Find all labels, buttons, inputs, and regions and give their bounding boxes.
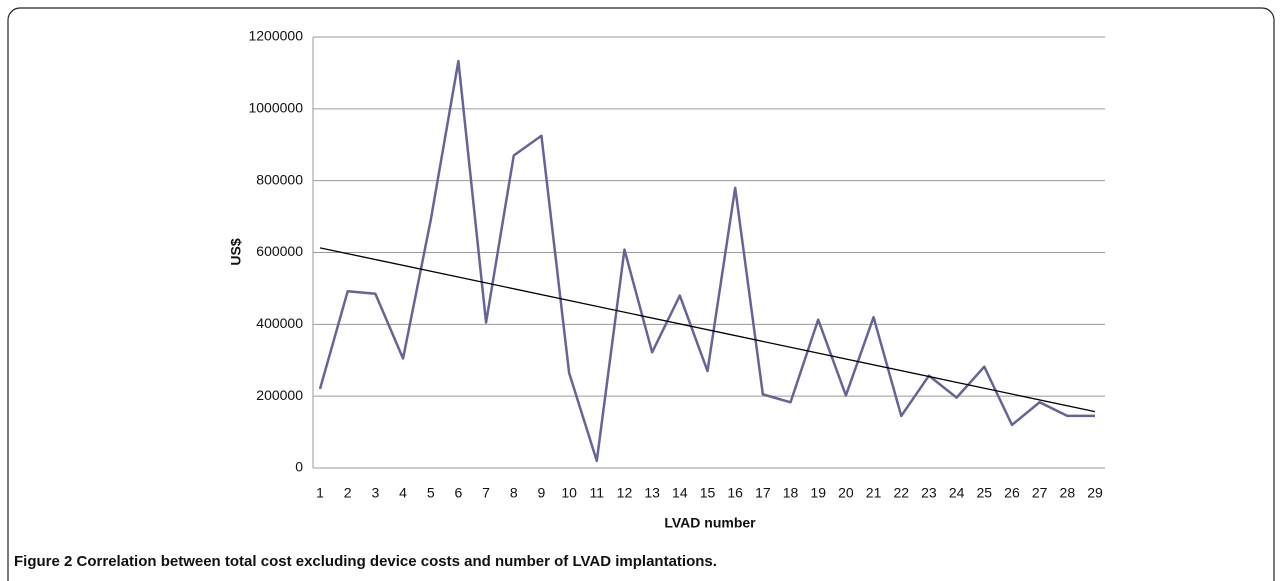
x-tick-label: 25 [976,485,992,501]
y-tick-label: 200000 [256,387,303,403]
x-tick-label: 6 [454,485,462,501]
x-tick-label: 7 [482,485,490,501]
x-tick-label: 8 [510,485,518,501]
y-tick-label: 1000000 [248,100,303,116]
y-tick-label: 600000 [256,243,303,259]
x-tick-label: 27 [1032,485,1048,501]
y-tick-label: 1200000 [248,28,303,44]
figure-frame [7,7,1275,581]
x-tick-label: 29 [1087,485,1103,501]
x-tick-label: 5 [427,485,435,501]
x-tick-label: 17 [755,485,771,501]
x-tick-label: 26 [1004,485,1020,501]
x-tick-label: 16 [727,485,743,501]
x-tick-label: 18 [783,485,799,501]
x-tick-label: 11 [590,485,605,501]
x-tick-label: 4 [399,485,407,501]
x-tick-label: 24 [949,485,965,501]
x-tick-label: 10 [561,485,577,501]
x-tick-label: 20 [838,485,854,501]
x-tick-label: 28 [1060,485,1076,501]
x-tick-label: 3 [371,485,379,501]
caption: Figure 2 Correlation between total cost … [14,553,717,570]
x-tick-label: 1 [316,485,324,501]
data-line [318,59,1095,463]
caption-text: Correlation between total cost excluding… [77,553,717,570]
x-tick-label: 22 [893,485,909,501]
x-tick-label: 14 [672,485,688,501]
caption-label: Figure 2 [14,553,72,570]
y-tick-label: 0 [295,459,303,475]
x-tick-label: 15 [700,485,716,501]
trendline [319,247,1096,413]
y-axis-label: US$ [228,238,244,265]
x-tick-label: 21 [866,485,882,501]
x-tick-label: 12 [617,485,633,501]
x-tick-label: 23 [921,485,937,501]
x-tick-label: 9 [538,485,546,501]
x-axis-label: LVAD number [664,515,756,531]
x-tick-label: 13 [644,485,660,501]
x-tick-label: 2 [344,485,352,501]
y-tick-label: 800000 [256,171,303,187]
x-tick-label: 19 [810,485,826,501]
y-tick-label: 400000 [256,315,303,331]
